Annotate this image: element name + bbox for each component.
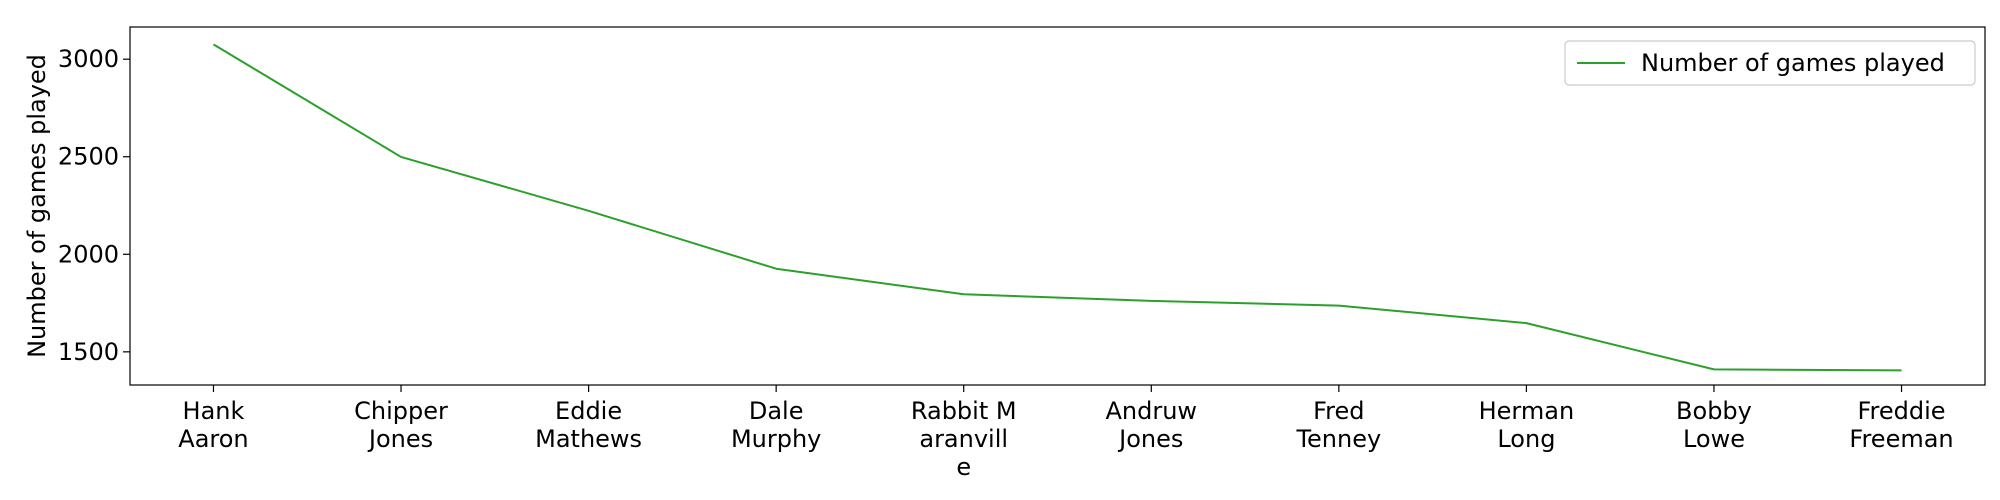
x-tick-label: Eddie Mathews xyxy=(535,397,642,453)
legend: Number of games played xyxy=(1564,40,1976,86)
y-tick-label: 3000 xyxy=(58,45,119,73)
x-tick-label: Chipper Jones xyxy=(354,397,448,453)
y-tick-label: 1500 xyxy=(58,338,119,366)
legend-box xyxy=(1564,40,1976,86)
x-tick-label: Dale Murphy xyxy=(731,397,821,453)
x-tick-label: Andruw Jones xyxy=(1105,397,1197,453)
y-axis-label: Number of games played xyxy=(23,54,51,358)
x-tick-label: Fred Tenney xyxy=(1295,397,1381,453)
y-tick-label: 2500 xyxy=(58,143,119,171)
x-tick-label: Freddie Freeman xyxy=(1849,397,1953,453)
x-tick-label: Herman Long xyxy=(1479,397,1575,453)
x-tick-label: Bobby Lowe xyxy=(1676,397,1752,453)
y-tick-label: 2000 xyxy=(58,240,119,268)
legend-label: Number of games played xyxy=(1641,49,1945,77)
y-axis-ticks: 1500 2000 2500 3000 xyxy=(58,45,130,366)
x-tick-label: Hank Aaron xyxy=(178,397,248,453)
plot-area xyxy=(129,26,1986,386)
plot-frame xyxy=(129,26,1986,386)
x-axis-ticks: Hank Aaron Chipper Jones Eddie Mathews Dale Mur… xyxy=(178,385,1954,481)
series-line-0 xyxy=(212,43,1902,372)
